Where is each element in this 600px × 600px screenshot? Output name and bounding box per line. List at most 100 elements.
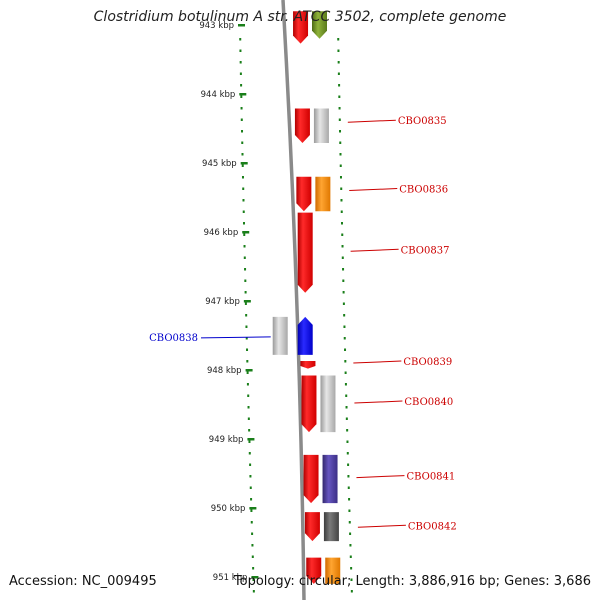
gene-feature[interactable] (322, 454, 338, 504)
ruler-dot (246, 360, 249, 363)
map-title: Clostridium botulinum A str. ATCC 3502, … (93, 9, 507, 25)
ruler-dot (346, 429, 349, 432)
ruler-dot (244, 302, 247, 305)
ruler-dot (337, 61, 340, 64)
gene-feature[interactable] (313, 108, 329, 143)
ruler-dot (347, 475, 350, 478)
ruler-dot (251, 544, 254, 547)
ruler-dot (246, 371, 249, 374)
ruler-dot (241, 130, 244, 133)
ruler-dot (337, 49, 340, 52)
ruler-dot (345, 394, 348, 397)
gene-label[interactable]: CBO0841 (406, 472, 455, 483)
gene-label[interactable]: CBO0842 (408, 521, 457, 532)
gene-feature-cbo0838[interactable] (297, 316, 313, 355)
ruler-tick-label: 944 kbp (201, 90, 236, 100)
ruler-dot (249, 475, 252, 478)
gene-feature-cbo0835[interactable] (294, 108, 310, 143)
ruler-dot (243, 245, 246, 248)
gene-label[interactable]: CBO0836 (399, 185, 448, 196)
gene-feature-cbo0836[interactable] (296, 176, 312, 212)
ruler-dot (246, 348, 249, 351)
ruler-tick-label: 949 kbp (209, 435, 244, 445)
label-leader-line (200, 336, 271, 339)
gene-feature-cbo0839[interactable] (300, 361, 316, 369)
ruler-dot (348, 521, 351, 524)
ruler-dot (240, 118, 243, 121)
ruler-dot (349, 555, 352, 558)
gene-feature[interactable] (293, 11, 309, 44)
ruler-dot (349, 544, 352, 547)
ruler-dot (250, 521, 253, 524)
ruler-dot (250, 509, 253, 512)
ruler-dot (340, 210, 343, 213)
ruler-dot (245, 325, 248, 328)
label-leader-line (356, 475, 405, 479)
ruler-dot (350, 578, 353, 581)
ruler-dot (245, 314, 248, 317)
ruler-dot (339, 153, 342, 156)
ruler-dot (344, 360, 347, 363)
ruler-tick (247, 438, 255, 441)
gene-feature[interactable] (306, 557, 322, 584)
gene-feature[interactable] (315, 176, 331, 212)
ruler-tick-label: 948 kbp (207, 366, 242, 376)
ruler-dot (342, 279, 345, 282)
label-leader-line (353, 360, 402, 364)
ruler-dot (242, 210, 245, 213)
ruler-dot (338, 95, 341, 98)
gene-feature-cbo0841[interactable] (303, 454, 319, 504)
ruler-dot (243, 256, 246, 259)
ruler-dot (344, 383, 347, 386)
gene-label[interactable]: CBO0835 (398, 116, 447, 127)
gene-feature[interactable] (320, 375, 336, 433)
genome-summary-text: Topology: circular; Length: 3,886,916 bp… (233, 574, 591, 589)
ruler-dot (338, 118, 341, 121)
gene-feature[interactable] (312, 11, 327, 39)
gene-label[interactable]: CBO0837 (401, 245, 450, 256)
ruler-dot (247, 406, 250, 409)
label-leader-line (354, 400, 403, 404)
gene-label[interactable]: CBO0839 (403, 357, 452, 368)
ruler-dot (240, 84, 243, 87)
ruler-dot (340, 199, 343, 202)
gene-label[interactable]: CBO0838 (149, 333, 198, 344)
ruler-tick-label: 950 kbp (211, 504, 246, 514)
ruler-dot (248, 440, 251, 443)
gene-feature[interactable] (325, 557, 341, 584)
ruler-dot (239, 72, 242, 75)
ruler-dot (343, 337, 346, 340)
feature-labels: CBO0835 CBO0836 CBO0837 CBO0838 CBO0839 CBO08… (149, 116, 457, 532)
gene-feature-cbo0837[interactable] (297, 212, 313, 293)
gene-label[interactable]: CBO0840 (404, 397, 453, 408)
ruler-tick (239, 93, 247, 96)
ruler-dot (244, 279, 247, 282)
ruler-dot (252, 590, 255, 593)
gene-feature[interactable] (272, 316, 288, 355)
ruler-tick (243, 300, 251, 303)
ruler-dot (345, 406, 348, 409)
ruler-tick-label: 947 kbp (205, 297, 240, 307)
ruler-dot (342, 302, 345, 305)
ruler-dot (243, 233, 246, 236)
ruler-dot (349, 532, 352, 535)
gene-feature-cbo0840[interactable] (301, 375, 317, 433)
ruler-dot (348, 498, 351, 501)
ruler-dot (337, 38, 340, 41)
gene-feature[interactable] (323, 512, 339, 542)
ruler-dot (344, 371, 347, 374)
ruler-dot (339, 164, 342, 167)
gene-feature-cbo0842[interactable] (304, 512, 320, 542)
ruler-dot (344, 348, 347, 351)
ruler-dot (342, 291, 345, 294)
ruler-dot (339, 141, 342, 144)
ruler-dot (247, 394, 250, 397)
ruler-dot (242, 187, 245, 190)
ruler-dot (246, 383, 249, 386)
ruler-dot (239, 49, 242, 52)
ruler-dot (338, 84, 341, 87)
ruler-dot (338, 107, 341, 110)
ruler-dot (350, 567, 353, 570)
ruler-dot (242, 199, 245, 202)
features (272, 11, 341, 584)
